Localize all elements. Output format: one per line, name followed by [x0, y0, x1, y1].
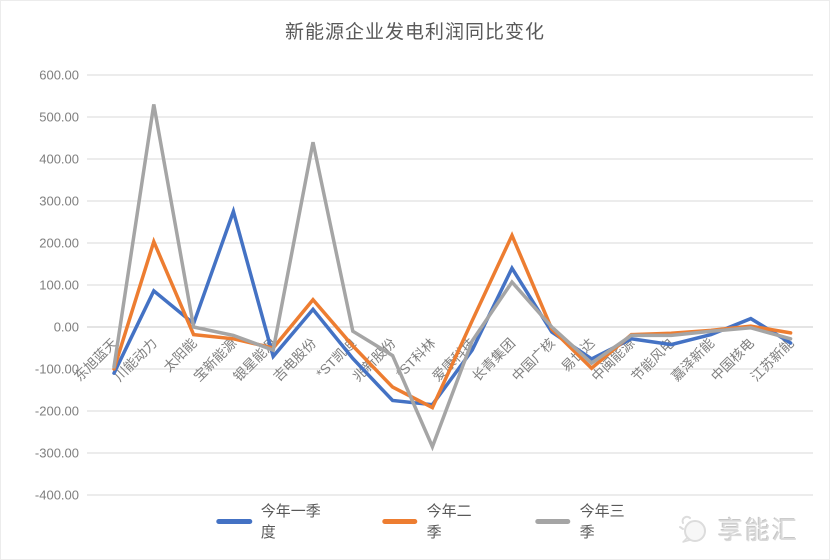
legend-item-q3: 今年三季	[535, 500, 630, 542]
y-axis-tick-label: 0.00	[54, 320, 79, 335]
y-axis-tick-label: 100.00	[39, 278, 79, 293]
y-axis-tick-label: -300.00	[35, 446, 79, 461]
y-axis-tick-label: 500.00	[39, 110, 79, 125]
y-axis-tick-label: -100.00	[35, 362, 79, 377]
x-category-label: 中国核电	[708, 336, 757, 385]
xiangnenghui-logo-icon	[678, 515, 706, 543]
y-axis-tick-label: 400.00	[39, 152, 79, 167]
series-line-3	[112, 104, 793, 452]
series-line-1	[112, 205, 793, 407]
legend-swatch-q2	[382, 518, 418, 524]
legend-label-q1: 今年一季度	[260, 503, 321, 541]
legend-label-q2: 今年二季	[426, 503, 472, 541]
legend-label-q3: 今年三季	[579, 503, 625, 541]
y-axis-tick-label: 600.00	[39, 68, 79, 83]
x-category-label: 中国广核	[509, 336, 558, 385]
watermark-text: 享能汇	[717, 517, 799, 545]
watermark: 享能汇	[677, 511, 799, 547]
y-axis-tick-label: -200.00	[35, 404, 79, 419]
y-axis-tick-label: 300.00	[39, 194, 79, 209]
chart-title: 新能源企业发电利润同比变化	[284, 22, 545, 43]
legend-item-q2: 今年二季	[382, 500, 477, 542]
legend-item-q1: 今年一季度	[216, 500, 324, 542]
y-axis-tick-label: -400.00	[35, 488, 79, 503]
series-line-2	[112, 231, 793, 410]
chart-legend: 今年一季度 今年二季 今年三季	[216, 500, 630, 542]
legend-swatch-q3	[535, 518, 571, 524]
y-axis-tick-label: 200.00	[39, 236, 79, 251]
legend-swatch-q1	[216, 518, 252, 524]
